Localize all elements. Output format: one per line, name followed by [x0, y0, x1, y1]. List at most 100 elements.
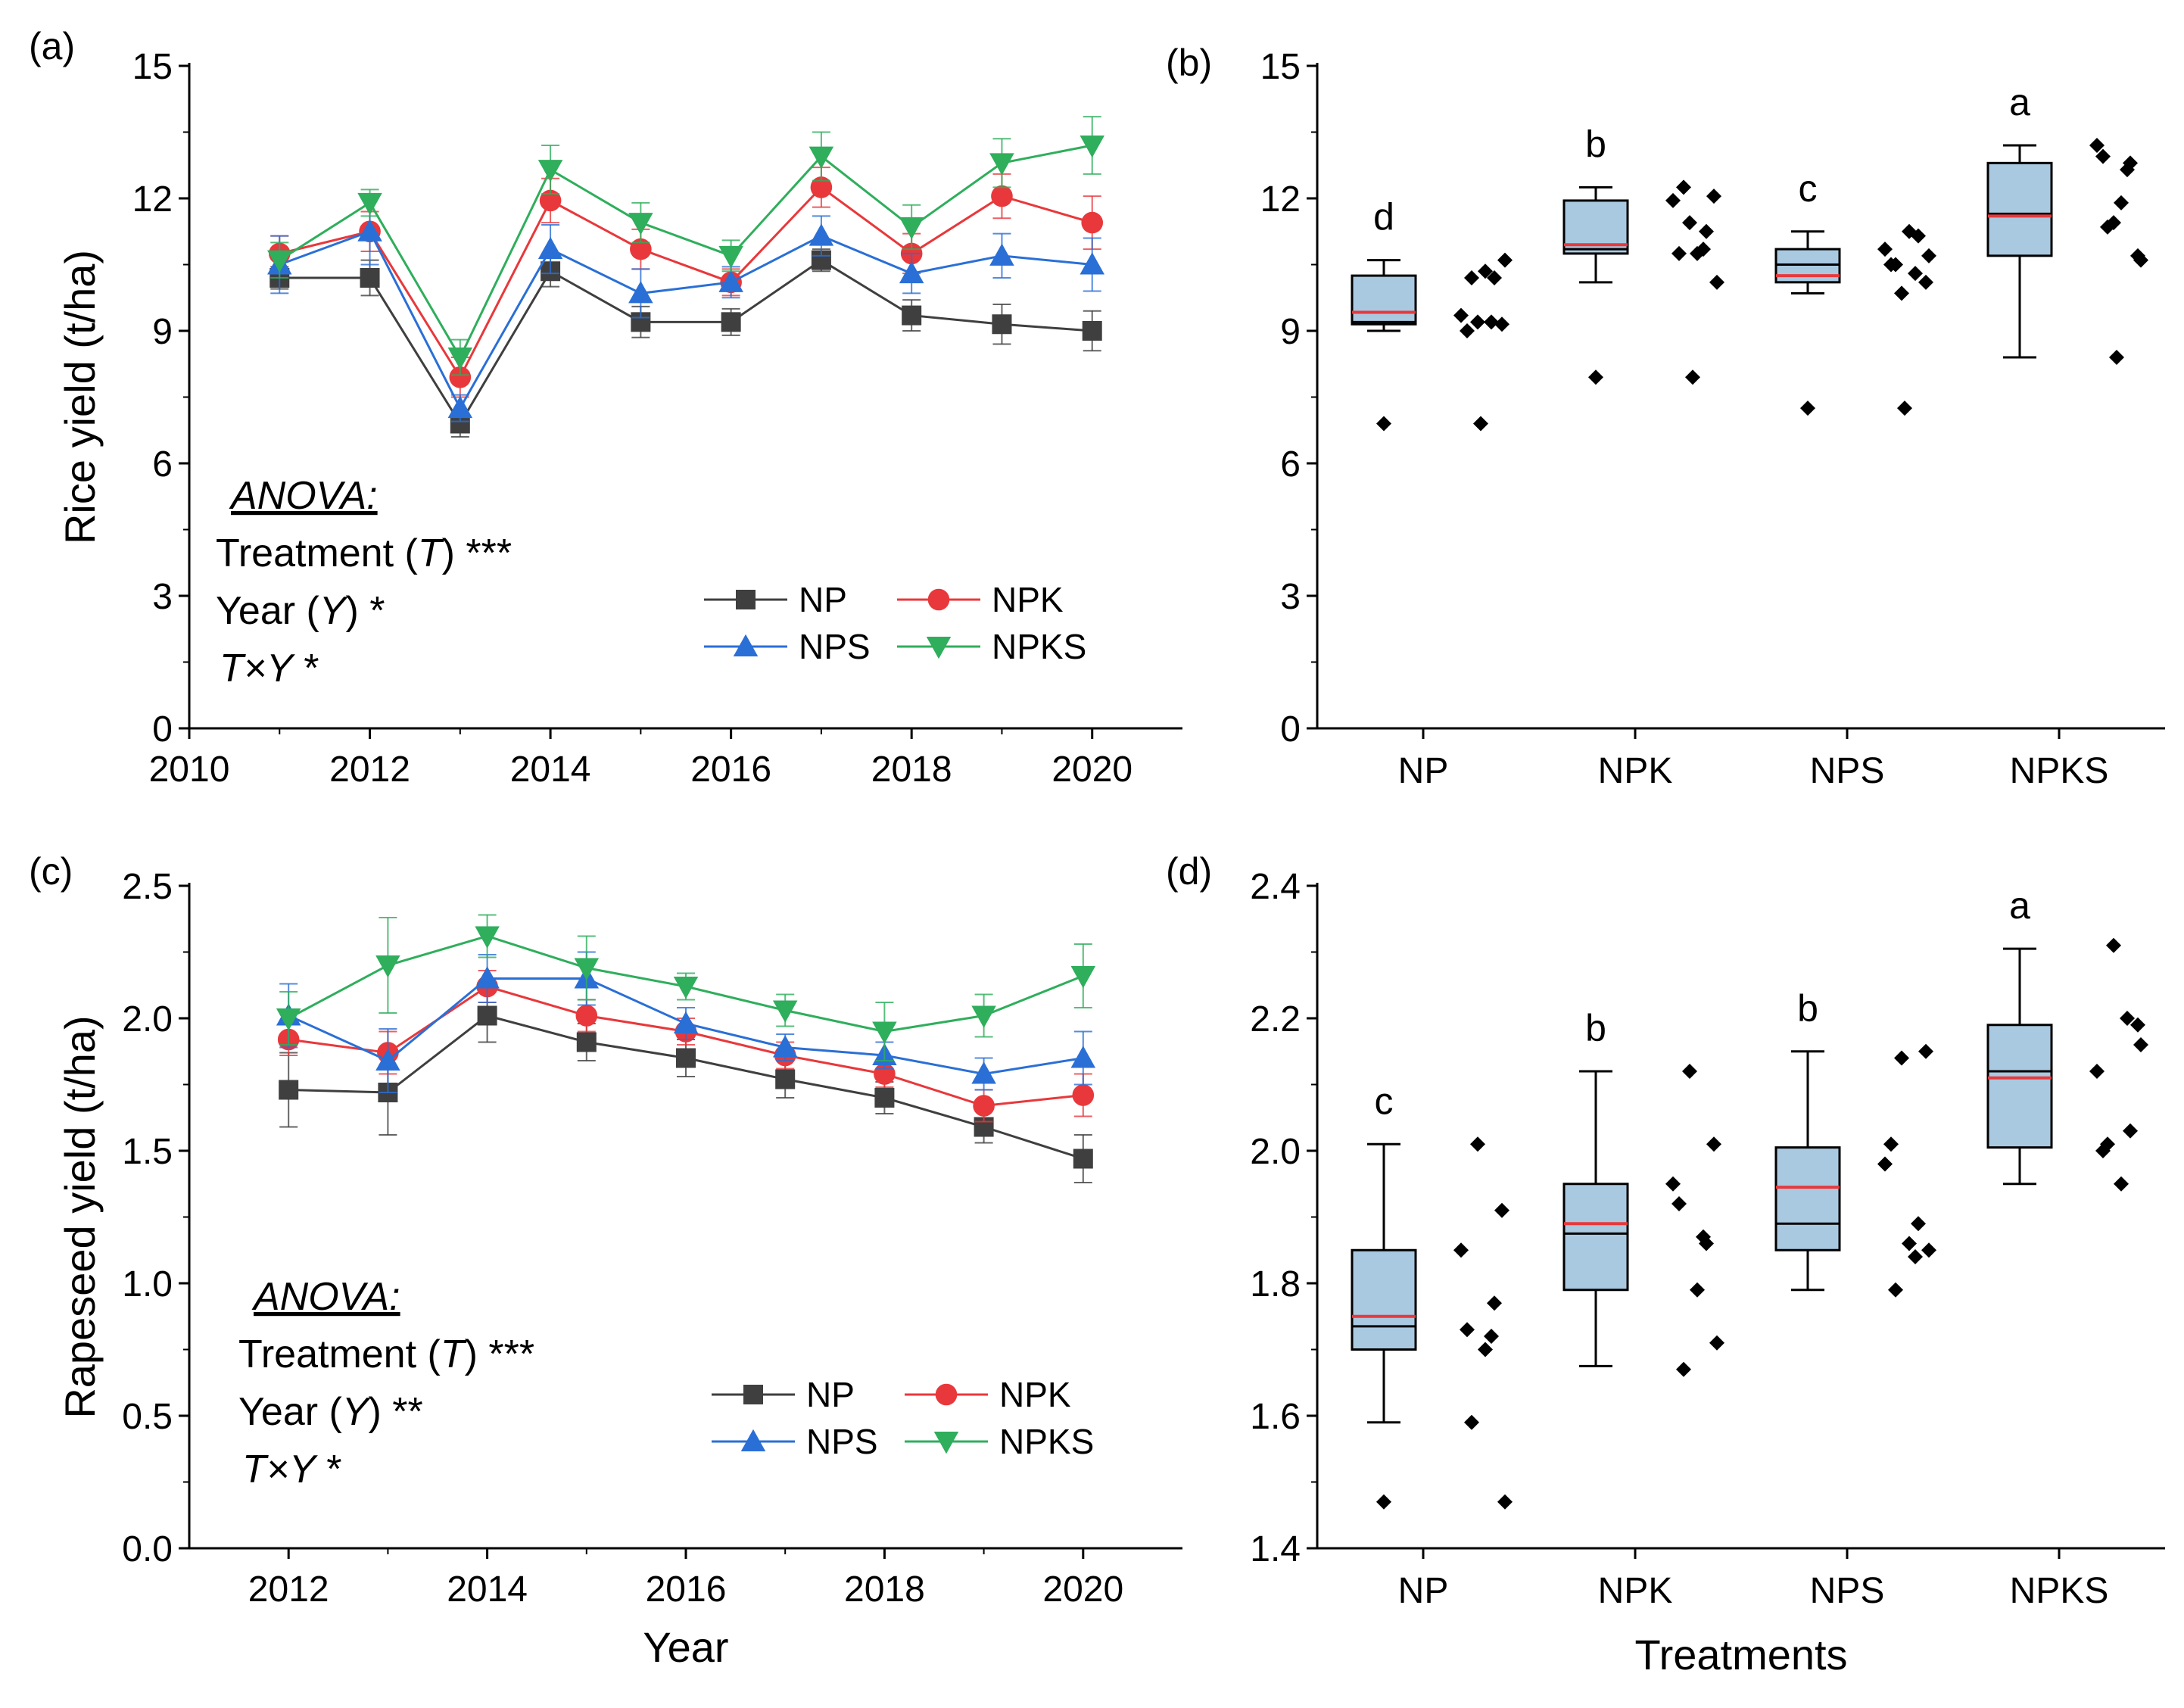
panel-c-anova-treatment-symbol: T: [441, 1332, 467, 1376]
panel-b-x-tick-label: NPKS: [2010, 751, 2109, 791]
panel-b-box-body: [1986, 161, 2053, 257]
panel-d-x-tick-label: NPK: [1598, 1571, 1673, 1611]
panel-c-point-npks: [475, 926, 500, 949]
panel-d-data-point: [1911, 1216, 1926, 1232]
panel-d-box-body: [1351, 1248, 1417, 1351]
panel-d-data-point: [2130, 1017, 2145, 1033]
panel-a-anova-annotation: ANOVA: Treatment (T) *** Year (Y) * T×Y *: [216, 474, 512, 690]
panel-c-x-tick-label: 2014: [447, 1569, 528, 1610]
panel-d-data-point: [1470, 1136, 1485, 1152]
panel-a-point-npks: [808, 146, 834, 169]
panel-c-anova-interaction-symbol: T×Y: [242, 1448, 318, 1491]
panel-a-anova-year-label: Year (: [216, 589, 320, 633]
panel-a-anova-treatment-significance: ) ***: [442, 531, 512, 575]
panel-b-significance-letter: b: [1585, 123, 1606, 165]
panel-d-data-point: [2100, 1136, 2115, 1152]
panel-a-legend-marker-nps: [733, 634, 759, 656]
panel-b-data-point: [1682, 215, 1697, 231]
panel-b-box-np: d: [1351, 196, 1513, 432]
panel-d-data-point: [1888, 1282, 1903, 1298]
panel-d-x-tick-label: NPKS: [2010, 1571, 2109, 1611]
panel-c-point-np: [775, 1069, 796, 1089]
panel-c-rapeseed-yield-line-chart: 0.0 0.5 1.0 1.5 2.0 2.5 Rapeseed yield (t/ha) 2…: [56, 867, 1182, 1671]
panel-b-data-point: [1470, 314, 1485, 330]
panel-d-data-point: [1494, 1202, 1509, 1218]
panel-d-y-tick-label: 2.0: [1250, 1132, 1301, 1172]
panel-b-data-point: [1676, 179, 1691, 195]
panel-b-data-point: [1908, 266, 1923, 282]
panel-c-anova-year-label: Year (: [238, 1390, 343, 1434]
panel-a-anova-treatment: Treatment (T) ***: [216, 531, 512, 575]
panel-c-point-npk: [575, 1005, 598, 1027]
panel-c-point-nps: [772, 1035, 798, 1058]
panel-c-x-tick-label: 2018: [844, 1569, 925, 1610]
panel-a-legend-marker-np: [736, 590, 756, 609]
panel-b-x-tick-label: NPS: [1810, 751, 1885, 791]
panel-a-legend-marker-npks: [926, 637, 952, 659]
panel-b-data-point: [1709, 274, 1724, 290]
panel-b-box-npks: a: [1986, 81, 2148, 365]
panel-b-x-tick-label: NPK: [1598, 751, 1673, 791]
panel-a-point-nps: [989, 243, 1014, 266]
panel-c-legend-label-npks: NPKS: [999, 1422, 1094, 1461]
panel-b-data-point: [1921, 248, 1936, 263]
panel-a-point-npk: [539, 189, 562, 212]
panel-label-c: (c): [29, 850, 73, 893]
panel-d-box-npk: b: [1562, 1007, 1724, 1377]
panel-a-legend-label-np: NP: [799, 580, 847, 619]
panel-a-series-np: [269, 248, 1102, 438]
panel-d-data-point: [2120, 1011, 2135, 1026]
panel-b-significance-letter: d: [1373, 196, 1394, 238]
panel-c-y-tick-label: 0.0: [122, 1529, 173, 1569]
panel-c-anova-annotation: ANOVA:Treatment (T) ***Year (Y) **T×Y *: [238, 1275, 534, 1491]
panel-d-box-nps: b: [1774, 987, 1936, 1298]
panel-c-legend-label-npk: NPK: [999, 1375, 1071, 1414]
panel-a-x-tick-label: 2020: [1051, 750, 1133, 790]
panel-b-y-tick-label: 9: [1280, 312, 1301, 352]
panel-c-anova-interaction: T×Y *: [242, 1448, 342, 1491]
panel-b-data-point: [1690, 245, 1705, 261]
panel-c-y-tick-label: 2.0: [122, 999, 173, 1039]
panel-b-outlier-point: [1800, 401, 1815, 416]
panel-a-point-npk: [1081, 211, 1104, 234]
panel-a-point-npks: [1080, 136, 1104, 158]
panel-c-point-nps: [1070, 1046, 1096, 1068]
panel-b-box-nps: c: [1774, 167, 1936, 416]
panel-a-point-nps: [1080, 252, 1104, 275]
panel-b-outlier-point: [1588, 369, 1603, 385]
panel-a-x-tick-label: 2012: [329, 750, 410, 790]
panel-c-anova-treatment-significance: ) ***: [465, 1332, 534, 1376]
panel-a-point-npks: [267, 250, 292, 273]
panel-a-y-tick-label: 12: [132, 179, 173, 220]
panel-c-anova-year-significance: ) **: [369, 1390, 423, 1434]
panel-d-data-point: [1464, 1414, 1479, 1430]
panel-a-point-np: [721, 312, 741, 332]
panel-b-data-point: [1888, 257, 1903, 273]
panel-d-data-point: [1709, 1335, 1724, 1351]
panel-a-point-nps: [537, 236, 563, 260]
panel-a-point-npks: [989, 153, 1014, 176]
panel-c-point-npks: [872, 1021, 897, 1044]
panel-d-data-point: [2123, 1123, 2138, 1139]
panel-d-y-tick-label: 1.6: [1250, 1397, 1301, 1437]
panel-d-y-tick-label: 1.8: [1250, 1264, 1301, 1304]
panel-a-point-nps: [899, 260, 924, 284]
panel-a-point-npks: [628, 213, 653, 235]
panel-c-y-tick-label: 0.5: [122, 1397, 173, 1437]
panel-c-point-npks: [772, 1000, 798, 1023]
panel-b-data-point: [2109, 350, 2124, 365]
panel-c-legend-marker-npk: [935, 1383, 958, 1406]
panel-b-box-npk: b: [1562, 123, 1724, 385]
panel-a-rice-yield-line-chart: 0 3 6 9 12 15 Rice yield (t/ha) 2010 2012 2014 201…: [56, 47, 1182, 790]
panel-a-point-npk: [991, 185, 1013, 207]
panel-b-y-tick-label: 3: [1280, 577, 1301, 617]
panel-c-point-np: [279, 1080, 299, 1100]
panel-b-data-point: [1877, 242, 1893, 257]
panel-d-significance-letter: b: [1585, 1007, 1606, 1049]
panel-c-point-npks: [673, 977, 699, 999]
panel-c-point-np: [676, 1048, 696, 1068]
panel-b-data-point: [1464, 270, 1479, 285]
panel-b-significance-letter: a: [2009, 81, 2030, 123]
panel-d-data-point: [1665, 1176, 1681, 1192]
panel-a-point-npks: [537, 160, 563, 182]
